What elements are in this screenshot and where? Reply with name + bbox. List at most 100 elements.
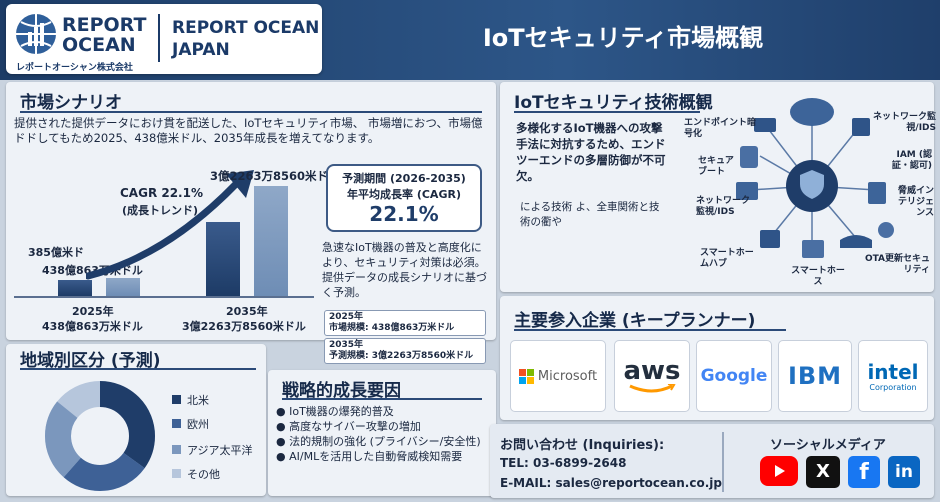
growth-item: ● 高度なサイバー攻撃の増加 <box>276 420 421 433</box>
growth-heading: 戦略的成長要因 <box>282 381 401 401</box>
label-network-top: ネットワーク監視/IDS <box>872 112 936 133</box>
growth-item-text: 高度なサイバー攻撃の増加 <box>289 420 421 433</box>
tech-body: 多様化するIoT機器への攻撃手法に対抗するため、エンドツーエンドの多層防御が不可… <box>516 121 666 183</box>
legend-label: 北米 <box>187 394 209 407</box>
microsoft-text: Microsoft <box>537 368 598 384</box>
aws-logo: aws <box>614 340 690 412</box>
intel-sub: Corporation <box>869 382 917 392</box>
ibm-text: IBM <box>787 362 843 390</box>
bar-2025-b <box>106 278 140 296</box>
scenario-body: 提供された提供データにおけ貫を配送した、IoTセキュリティ市場、 市場増におつ、… <box>14 116 483 145</box>
chart-baseline <box>14 296 314 298</box>
label-threat: 脅威インテリジェンス <box>897 186 934 218</box>
players-underline <box>514 329 786 331</box>
google-logo: Google <box>696 340 772 412</box>
legend-other: その他 <box>172 466 220 482</box>
legend-label: その他 <box>187 468 220 481</box>
label-385: 385億米ド <box>28 246 84 259</box>
contact-divider <box>722 432 724 492</box>
tech-heading: IoTセキュリティ技術概観 <box>514 93 713 113</box>
bar-2035-b <box>254 186 288 296</box>
growth-item-text: IoT機器の爆発的普及 <box>289 405 394 418</box>
legend-europe: 欧州 <box>172 416 209 432</box>
growth-list: ● IoT機器の爆発的普及 ● 高度なサイバー攻撃の増加 ● 法的規制の強化 (… <box>276 404 492 464</box>
x-2025-year: 2025年 <box>72 305 114 318</box>
regional-donut-chart <box>45 381 155 491</box>
market-2035-box: 2035年 予測規模: 3億2263万8560米ドル <box>324 338 486 364</box>
cagr-sub: (成長トレンド) <box>122 204 199 217</box>
label-iam: IAM (認証・認可) <box>891 150 932 171</box>
label-network-mid: ネットワーク監視/IDS <box>696 196 751 217</box>
legend-north-america: 北米 <box>172 392 209 408</box>
legend-label: アジア太平洋 <box>187 444 253 457</box>
growth-underline <box>282 398 482 400</box>
legend-swatch <box>172 395 181 404</box>
contact-email[interactable]: E-MAIL: sales@reportocean.co.jp <box>500 476 722 490</box>
forecast-value: 22.1% <box>369 202 439 226</box>
youtube-play-icon <box>775 465 785 477</box>
facebook-icon[interactable]: f <box>848 456 880 488</box>
microsoft-icon <box>518 368 534 384</box>
aws-smile-icon <box>629 384 676 393</box>
scenario-note: 急速なIoT機器の普及と高度化により、セキュリティ対策は必須。提供データの成長シ… <box>322 241 487 299</box>
box1-line2: 市場規模: 438億863万米ドル <box>329 323 455 333</box>
x-2035-year: 2035年 <box>226 305 268 318</box>
brand-line2: JAPAN <box>172 40 230 60</box>
social-heading: ソーシャルメディア <box>770 438 886 453</box>
legend-label: 欧州 <box>187 418 209 431</box>
growth-panel <box>268 370 496 496</box>
iot-network-diagram <box>736 98 894 258</box>
intel-text: intel <box>867 359 919 384</box>
box2-line2: 予測規模: 3億2263万8560米ドル <box>329 351 474 361</box>
label-ota: OTA更新セキュリティ <box>864 254 930 275</box>
x-2035-value: 3億2263万8560米ドル <box>182 320 306 333</box>
legend-swatch <box>172 445 181 454</box>
forecast-label: 年平均成長率 (CAGR) <box>347 188 461 201</box>
growth-arrow-icon <box>86 170 254 280</box>
regional-underline <box>20 368 256 370</box>
contact-heading: お問い合わせ (Inquiries): <box>500 438 665 453</box>
logo-subtitle: レポートオーシャン株式会社 <box>16 63 133 73</box>
cagr-label: CAGR 22.1% <box>120 186 203 200</box>
intel-logo: intel Corporation <box>858 340 928 412</box>
bar-2025-a <box>58 280 92 296</box>
globe-icon <box>16 14 56 54</box>
contact-tel[interactable]: TEL: 03-6899-2648 <box>500 456 627 470</box>
label-smarthose: スマートホース <box>791 266 845 287</box>
brand-line1: REPORT OCEAN <box>172 18 320 38</box>
forecast-box: 予測期間 (2026-2035) 年平均成長率 (CAGR) 22.1% <box>326 164 482 232</box>
players-heading: 主要参入企業 (キープランナー) <box>514 311 756 331</box>
ibm-logo: IBM <box>778 340 852 412</box>
top-value-label: 3億2263万8560米ドル <box>210 169 340 183</box>
growth-item-text: 法的規制の強化 (プライバシー/安全性) <box>289 435 481 448</box>
logo-card: REPORT OCEAN レポートオーシャン株式会社 REPORT OCEAN … <box>6 4 322 74</box>
x-icon[interactable]: X <box>806 456 840 488</box>
tech-panel <box>500 82 934 292</box>
scenario-heading: 市場シナリオ <box>20 93 122 113</box>
tech-sub: による技術 よ、全車関術と技術の衢や <box>520 201 660 228</box>
logo-divider <box>158 14 160 62</box>
logo-word-report: REPORT <box>62 14 147 36</box>
x-2025-value: 438億863万米ドル <box>42 320 143 333</box>
legend-apac: アジア太平洋 <box>172 442 253 458</box>
label-secure-boot: セキュアブート <box>698 156 734 177</box>
box2-line1: 2035年 <box>329 340 364 350</box>
box1-line1: 2025年 <box>329 312 364 322</box>
aws-text: aws <box>623 356 681 386</box>
legend-swatch <box>172 419 181 428</box>
microsoft-logo: Microsoft <box>510 340 606 412</box>
bar-2035-a <box>206 222 240 296</box>
youtube-icon[interactable] <box>760 456 798 486</box>
label-smarthome: スマートホームハブ <box>700 248 754 269</box>
growth-item: ● IoT機器の爆発的普及 <box>276 405 394 418</box>
page-title: IoTセキュリティ市場概観 <box>482 24 764 52</box>
growth-item-text: AI/MLを活用した自動脅威検知需要 <box>289 450 463 463</box>
logo-word-ocean: OCEAN <box>62 34 136 56</box>
growth-item: ● 法的規制の強化 (プライバシー/安全性) <box>276 435 481 448</box>
legend-swatch <box>172 469 181 478</box>
label-endpoint: エンドポイント暗号化 <box>684 118 757 139</box>
forecast-period: 予測期間 (2026-2035) <box>342 172 466 185</box>
linkedin-icon[interactable]: in <box>888 456 920 488</box>
growth-item: ● AI/MLを活用した自動脅威検知需要 <box>276 450 463 463</box>
google-text: Google <box>700 366 768 386</box>
